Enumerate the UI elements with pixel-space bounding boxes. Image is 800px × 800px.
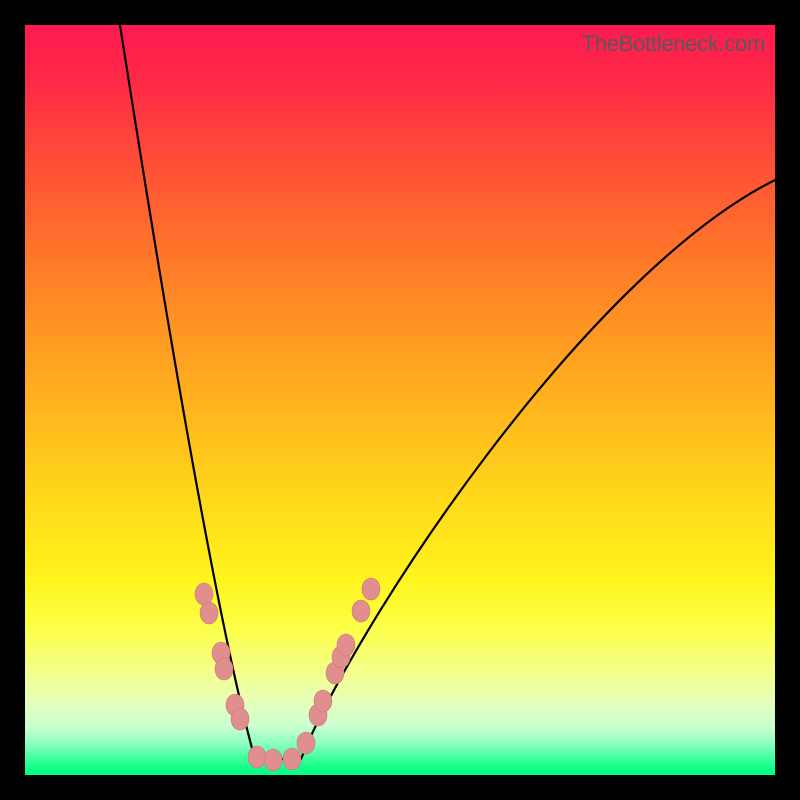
data-marker	[195, 583, 213, 605]
data-marker	[215, 658, 233, 680]
data-marker	[231, 708, 249, 730]
data-marker	[362, 578, 380, 600]
data-marker	[248, 746, 266, 768]
data-marker	[297, 732, 315, 754]
data-marker	[314, 690, 332, 712]
marker-group	[195, 578, 380, 771]
plot-area: TheBottleneck.com	[25, 25, 775, 775]
outer-frame: TheBottleneck.com	[0, 0, 800, 800]
data-marker	[337, 634, 355, 656]
data-marker	[200, 602, 218, 624]
data-marker	[352, 600, 370, 622]
curve-layer	[25, 25, 775, 775]
data-marker	[283, 748, 301, 770]
data-marker	[264, 749, 282, 771]
